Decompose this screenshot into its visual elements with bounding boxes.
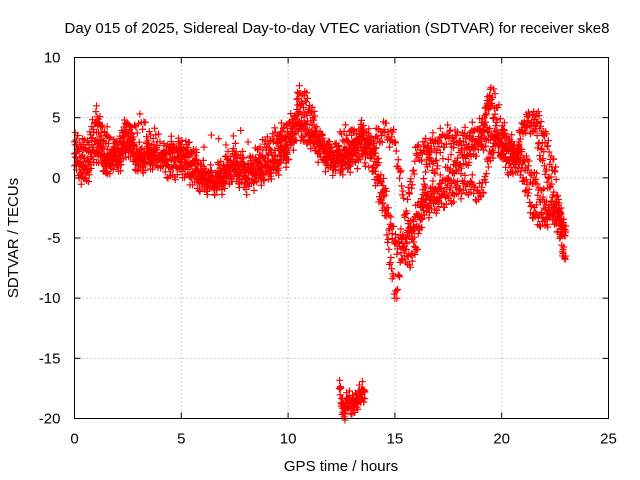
y-tick-label: -20 (39, 411, 61, 428)
plot-frame (74, 57, 609, 419)
y-tick-label: -10 (39, 290, 61, 307)
x-tick-label: 5 (177, 431, 185, 448)
y-tick-label: -5 (47, 230, 60, 247)
x-tick-label: 0 (70, 431, 78, 448)
y-tick-label: 10 (44, 50, 61, 67)
x-tick-label: 20 (493, 431, 510, 448)
y-tick-label: -15 (39, 350, 61, 367)
y-tick-labels: -20 -15 -10 -5 0 5 10 (39, 50, 61, 428)
chart-title: Day 015 of 2025, Sidereal Day-to-day VTE… (65, 20, 610, 37)
data-point-trace (71, 117, 570, 302)
data-points (71, 82, 570, 424)
y-tick-label: 0 (52, 170, 60, 187)
x-tick-labels: 0 5 10 15 20 25 (70, 431, 617, 448)
x-tick-label: 25 (600, 431, 617, 448)
x-axis-label: GPS time / hours (284, 458, 398, 475)
y-axis-label: SDTVAR / TECUs (5, 178, 22, 298)
x-tick-label: 15 (387, 431, 404, 448)
data-point-trace (92, 84, 568, 271)
data-point-trace (335, 376, 369, 424)
grid (74, 57, 609, 419)
x-tick-label: 10 (280, 431, 297, 448)
y-tick-label: 5 (52, 110, 60, 127)
